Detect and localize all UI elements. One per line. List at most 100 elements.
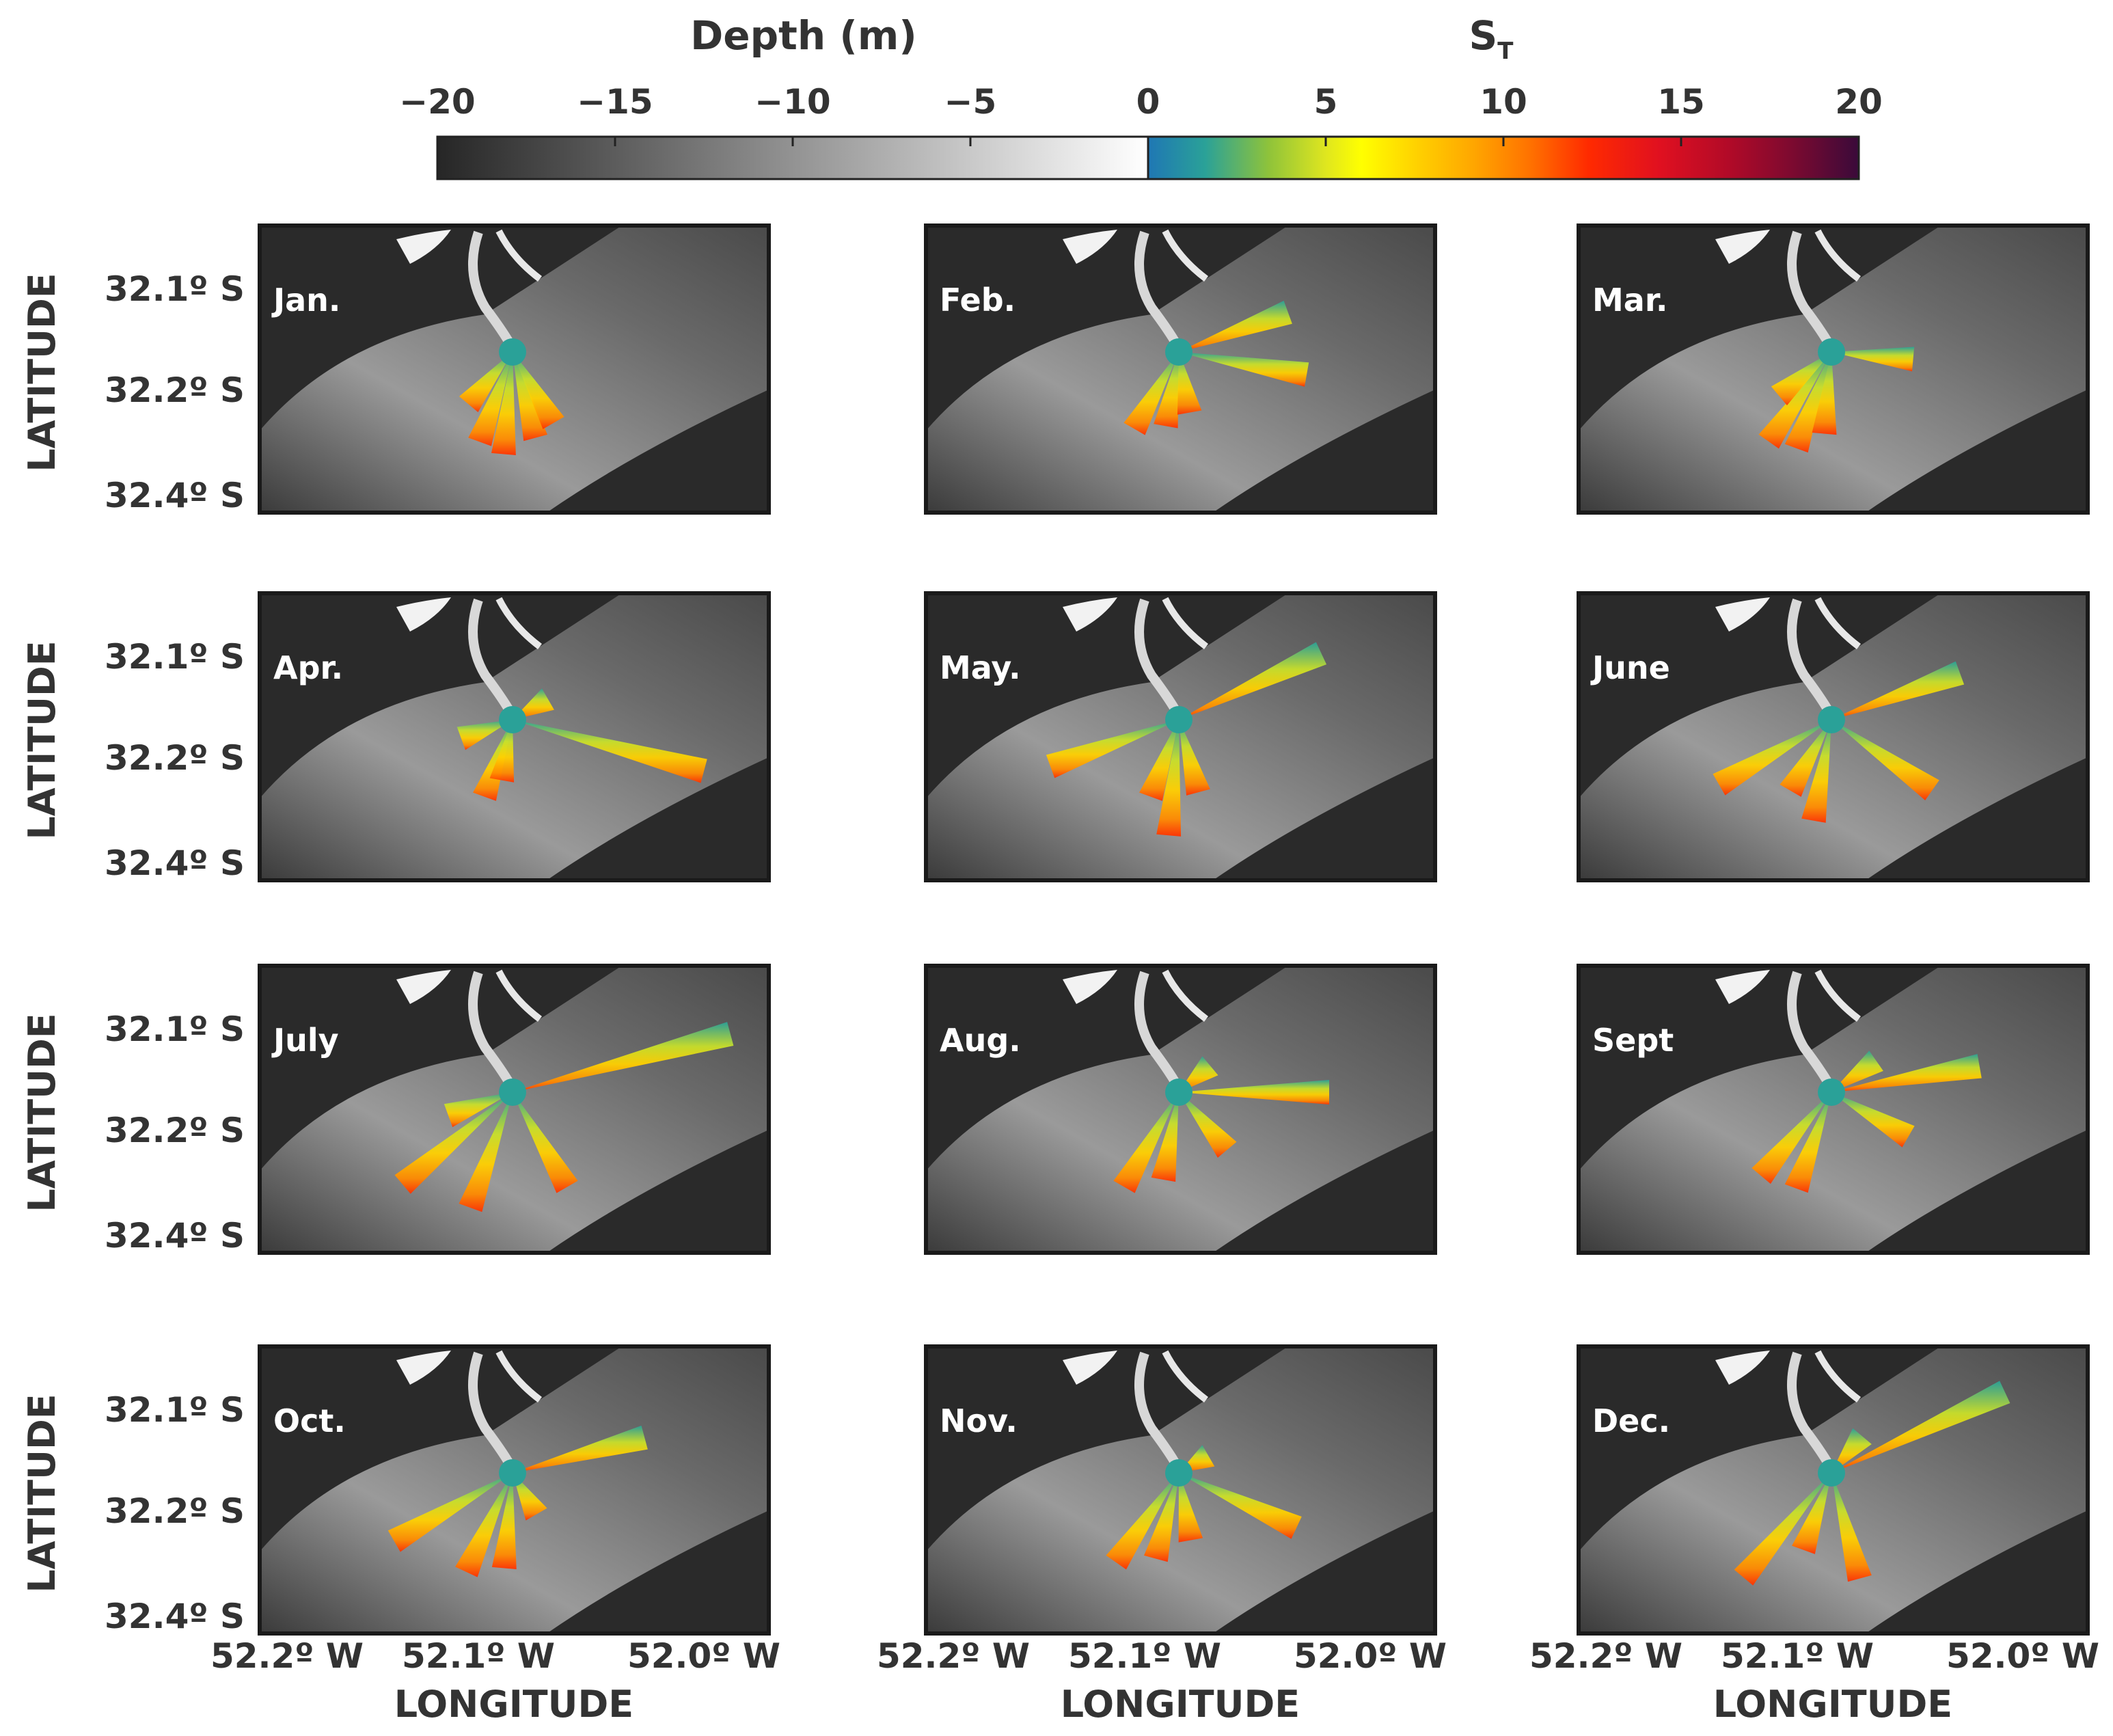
depth-tick-label: −10 xyxy=(754,82,830,122)
st-colorbar-ticks: 5 10 15 20 xyxy=(1314,82,1883,146)
longitude-tick-label: 52.2º W xyxy=(1529,1636,1682,1676)
month-label: Dec. xyxy=(1592,1402,1670,1439)
latitude-tick-label: 32.4º S xyxy=(105,843,245,883)
latitude-tick-label: 32.2º S xyxy=(105,370,245,410)
st-tick-label: 5 xyxy=(1314,82,1338,122)
plume-ray xyxy=(1179,642,1327,720)
plume-origin xyxy=(499,1079,526,1106)
lagoon-channel xyxy=(1134,1351,1184,1472)
latitude-tick-label: 32.1º S xyxy=(105,269,245,309)
plume-ray xyxy=(513,1022,734,1092)
panel-grid: Jan. Feb. Mar. Apr. May. June July Aug. Sept Oct.… xyxy=(258,223,2090,1636)
island-shape xyxy=(1063,1351,1117,1385)
plume-ray xyxy=(1831,1473,1872,1582)
plume-ray xyxy=(394,1092,513,1194)
longitude-tick-label: 52.0º W xyxy=(1294,1636,1447,1676)
island-shape xyxy=(1063,970,1117,1004)
plume-ray xyxy=(491,352,516,455)
plume-ray xyxy=(1780,720,1831,797)
plume-ray xyxy=(1801,720,1831,823)
latitude-tick-label: 32.1º S xyxy=(105,1009,245,1049)
coastline-bright xyxy=(495,1350,543,1402)
plume-ray xyxy=(1831,720,1939,800)
plume-origin xyxy=(1165,1079,1192,1106)
st-colorbar-title: ST xyxy=(1469,12,1514,65)
lagoon-channel xyxy=(1787,230,1836,351)
panel-border xyxy=(258,223,771,515)
longitude-tick-label: 52.0º W xyxy=(1946,1636,2099,1676)
island-shape xyxy=(396,1351,451,1385)
st-tick-label: 20 xyxy=(1835,82,1883,122)
plume-origin xyxy=(499,338,526,366)
latitude-axis-label: LATITUDE xyxy=(21,1013,64,1212)
panel-5: May. xyxy=(924,591,1437,882)
plume-ray xyxy=(1046,720,1179,778)
plume-ray xyxy=(1831,1054,1982,1092)
plume-ray xyxy=(1179,1473,1302,1539)
plume-ray xyxy=(1151,1092,1179,1182)
coastline-bright xyxy=(495,229,543,282)
panel-10: Oct. xyxy=(258,1344,771,1636)
plume-ray xyxy=(1113,1092,1179,1193)
month-label: Mar. xyxy=(1592,282,1667,318)
plume-ray xyxy=(1792,1473,1831,1554)
island-shape xyxy=(1063,597,1117,632)
plume-ray xyxy=(1734,1473,1831,1586)
month-label: Nov. xyxy=(940,1402,1018,1439)
latitude-tick-label: 32.4º S xyxy=(105,1597,245,1636)
plume-ray xyxy=(459,1092,513,1212)
plume-ray xyxy=(513,352,548,442)
plume-ray xyxy=(1123,352,1179,435)
sea-shelf xyxy=(260,593,769,880)
depth-tick-label: −5 xyxy=(944,82,997,122)
plume-ray xyxy=(1143,1473,1179,1562)
month-label: Apr. xyxy=(273,649,343,686)
plume-ray xyxy=(1179,1080,1329,1104)
coastline-bright xyxy=(1162,969,1209,1022)
longitude-tick-label: 52.0º W xyxy=(627,1636,780,1676)
panel-border xyxy=(1577,964,2090,1255)
latitude-tick-label: 32.2º S xyxy=(105,738,245,778)
plume-ray xyxy=(468,352,513,446)
longitude-tick-label: 52.1º W xyxy=(1721,1636,1874,1676)
plume-ray xyxy=(1758,352,1831,449)
plume-origin xyxy=(499,1459,526,1487)
colorbar: Depth (m) ST −20 −15 −10 −5 0 5 10 15 20 xyxy=(399,12,1883,180)
plume-ray xyxy=(1771,352,1831,406)
plume-ray xyxy=(459,352,513,413)
island-shape xyxy=(396,970,451,1004)
plume-ray xyxy=(1179,1092,1237,1158)
latitude-axis-label: LATITUDE xyxy=(21,1394,64,1592)
st-title-sub: T xyxy=(1497,38,1514,65)
lagoon-channel xyxy=(1787,1351,1836,1472)
lagoon-channel xyxy=(1787,598,1836,719)
plume-ray xyxy=(1831,347,1915,372)
sea-shelf xyxy=(1579,593,2088,880)
longitude-tick-label: 52.1º W xyxy=(1068,1636,1221,1676)
panel-6: June xyxy=(1577,591,2090,882)
coastline-bright xyxy=(1814,969,1862,1022)
month-label: July xyxy=(271,1022,339,1059)
plume-ray xyxy=(1831,1050,1883,1092)
lagoon-channel xyxy=(468,230,517,351)
plume-ray xyxy=(1177,352,1202,415)
plume-ray xyxy=(1154,352,1179,429)
latitude-tick-label: 32.4º S xyxy=(105,476,245,515)
month-label: Oct. xyxy=(273,1402,346,1439)
island-shape xyxy=(396,230,451,264)
depth-tick-label: −20 xyxy=(399,82,475,122)
latitude-tick-label: 32.4º S xyxy=(105,1216,245,1256)
latitude-tick-label: 32.1º S xyxy=(105,637,245,677)
lagoon-channel xyxy=(1787,971,1836,1091)
plume-origin xyxy=(1818,1079,1845,1106)
panel-border xyxy=(924,1344,1437,1636)
plume-ray xyxy=(1784,352,1831,453)
plume-ray xyxy=(1831,1428,1872,1473)
plume-ray xyxy=(473,720,513,801)
plume-ray xyxy=(387,1473,513,1552)
month-label: Sept xyxy=(1592,1022,1674,1059)
panel-7: July xyxy=(258,964,771,1255)
latitude-axis-label: LATITUDE xyxy=(21,273,64,472)
latitude-tick-label: 32.2º S xyxy=(105,1111,245,1150)
